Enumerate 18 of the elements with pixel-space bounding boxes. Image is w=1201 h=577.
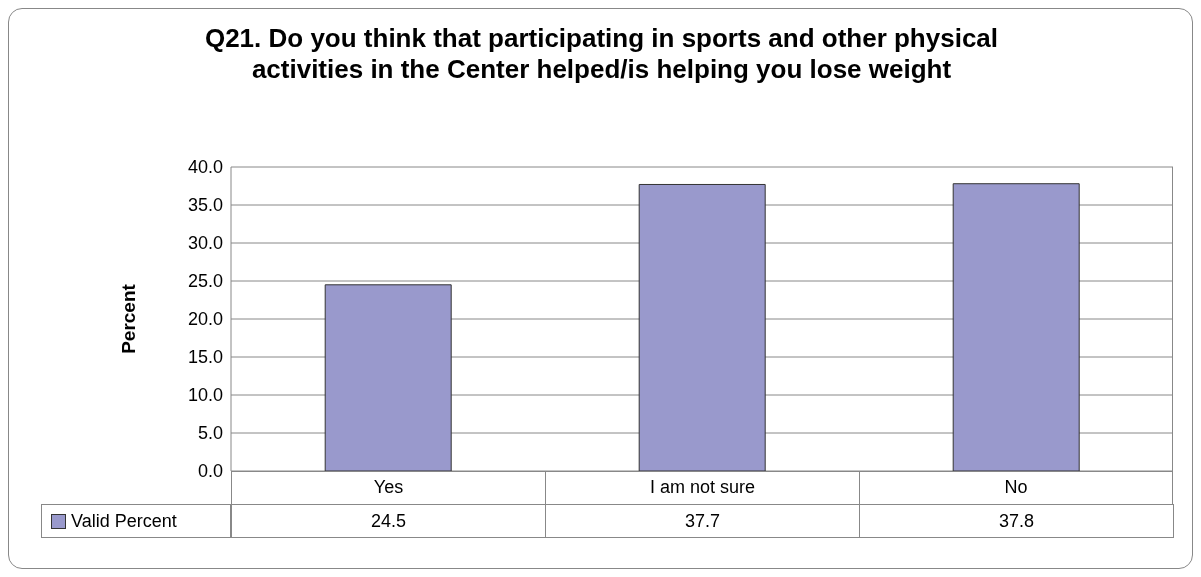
y-tick-label: 15.0 [187,347,223,368]
y-tick-label: 5.0 [197,423,223,444]
x-tick-label: I am not sure [545,471,859,504]
y-tick-label: 35.0 [187,195,223,216]
data-label: 37.8 [859,504,1174,538]
y-tick-label: 25.0 [187,271,223,292]
x-tick-label: No [859,471,1173,504]
data-label: 24.5 [231,504,546,538]
y-tick-label: 20.0 [187,309,223,330]
chart-title: Q21. Do you think that participating in sports and other physical activities in the Center helped/is helping you lose weight [203,23,1000,85]
y-tick-label: 0.0 [197,461,223,482]
data-label: 37.7 [545,504,860,538]
y-axis-title: Percent [118,284,140,354]
y-tick-label: 10.0 [187,385,223,406]
y-tick-label: 30.0 [187,233,223,254]
x-tick-label: Yes [231,471,545,504]
y-tick-label: 40.0 [187,157,223,178]
legend-label: Valid Percent [41,504,231,538]
